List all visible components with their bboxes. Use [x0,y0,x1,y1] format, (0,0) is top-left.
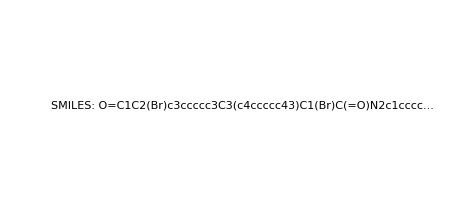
Text: SMILES: O=C1C2(Br)c3ccccc3C3(c4ccccc43)C1(Br)C(=O)N2c1cccc...: SMILES: O=C1C2(Br)c3ccccc3C3(c4ccccc43)C… [51,100,434,110]
